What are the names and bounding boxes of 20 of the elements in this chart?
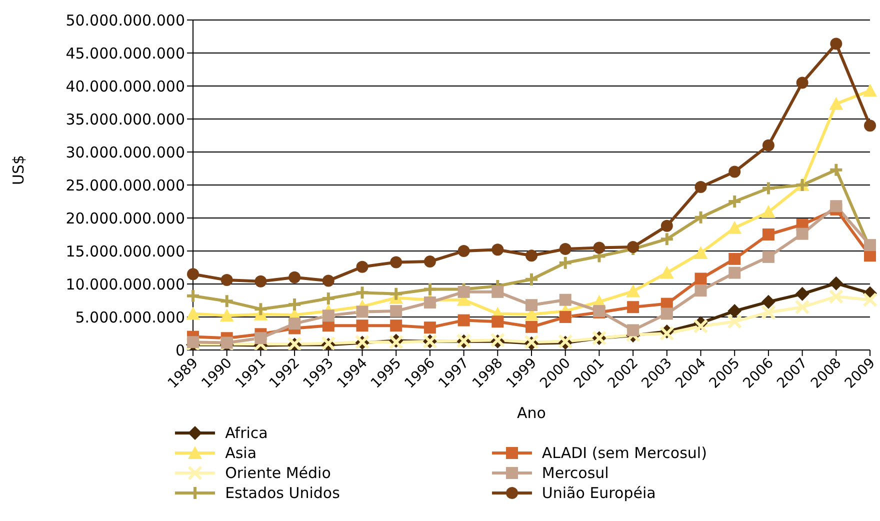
y-tick-label: 30.000.000.000 [66, 143, 185, 162]
y-tick-label: 25.000.000.000 [66, 176, 185, 194]
legend-label: Asia [225, 444, 257, 462]
legend-label: Africa [225, 424, 268, 442]
legend-label: ALADI (sem Mercosul) [542, 444, 707, 462]
legend-label: Estados Unidos [225, 484, 340, 502]
x-axis-title: Ano [517, 404, 546, 422]
y-axis-title: US$ [9, 154, 28, 185]
y-tick-label: 45.000.000.000 [66, 44, 185, 62]
y-tick-label: 15.000.000.000 [66, 242, 185, 260]
y-tick-label: 40.000.000.000 [66, 77, 185, 96]
legend-label: União Européia [542, 484, 656, 502]
y-tick-label: 5.000.000.000 [75, 308, 185, 326]
legend-label: Mercosul [542, 464, 609, 482]
legend-label: Oriente Médio [225, 464, 331, 482]
y-tick-label: 0 [175, 341, 185, 360]
y-tick-label: 50.000.000.000 [66, 11, 185, 30]
y-tick-label: 35.000.000.000 [66, 110, 185, 128]
y-tick-label: 20.000.000.000 [66, 209, 185, 228]
y-tick-label: 10.000.000.000 [66, 275, 185, 294]
